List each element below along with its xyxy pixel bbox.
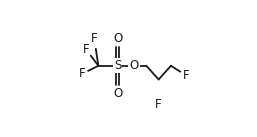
Text: O: O xyxy=(129,59,139,72)
Text: F: F xyxy=(83,43,89,56)
Text: F: F xyxy=(79,68,85,80)
Text: F: F xyxy=(183,69,189,82)
Text: O: O xyxy=(113,32,122,45)
Text: O: O xyxy=(113,87,122,100)
Text: F: F xyxy=(155,98,162,111)
Text: F: F xyxy=(91,32,98,45)
Text: S: S xyxy=(114,59,121,72)
